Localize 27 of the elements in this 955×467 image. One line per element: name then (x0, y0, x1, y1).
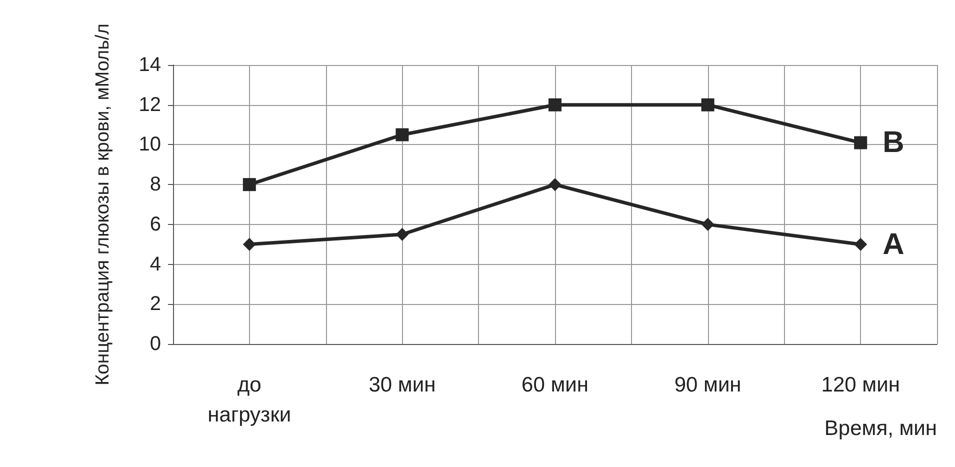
y-tick-label: 4 (150, 253, 161, 276)
x-tick-label: 30 мин (368, 374, 436, 396)
y-tick-label: 6 (150, 213, 161, 236)
point (548, 98, 562, 112)
y-axis-title: Концентрация глюкозы в крови, мМоль/л (92, 24, 114, 386)
y-tick-label: 2 (150, 293, 161, 316)
point (701, 98, 714, 112)
x-tick-label: 120 мин (821, 374, 900, 396)
point (396, 228, 409, 241)
y-tick-label: 14 (138, 54, 161, 76)
x-tick-label: 60 мин (522, 374, 588, 396)
point (242, 238, 256, 251)
y-tick-label: 0 (150, 333, 161, 355)
point (701, 218, 714, 231)
x-tick-label: 90 мин (674, 374, 742, 396)
series-label: A (882, 228, 904, 261)
point (854, 136, 868, 150)
point (548, 178, 562, 192)
point (396, 128, 409, 142)
y-tick-label: 10 (138, 134, 161, 156)
y-tick-label: 12 (138, 94, 161, 116)
y-tick-label: 8 (150, 174, 161, 196)
point (854, 238, 868, 251)
point (242, 178, 256, 192)
x-tick-label: до нагрузки (208, 374, 292, 426)
series-label: B (882, 126, 904, 160)
x-axis-title: Время, мин (824, 417, 937, 440)
